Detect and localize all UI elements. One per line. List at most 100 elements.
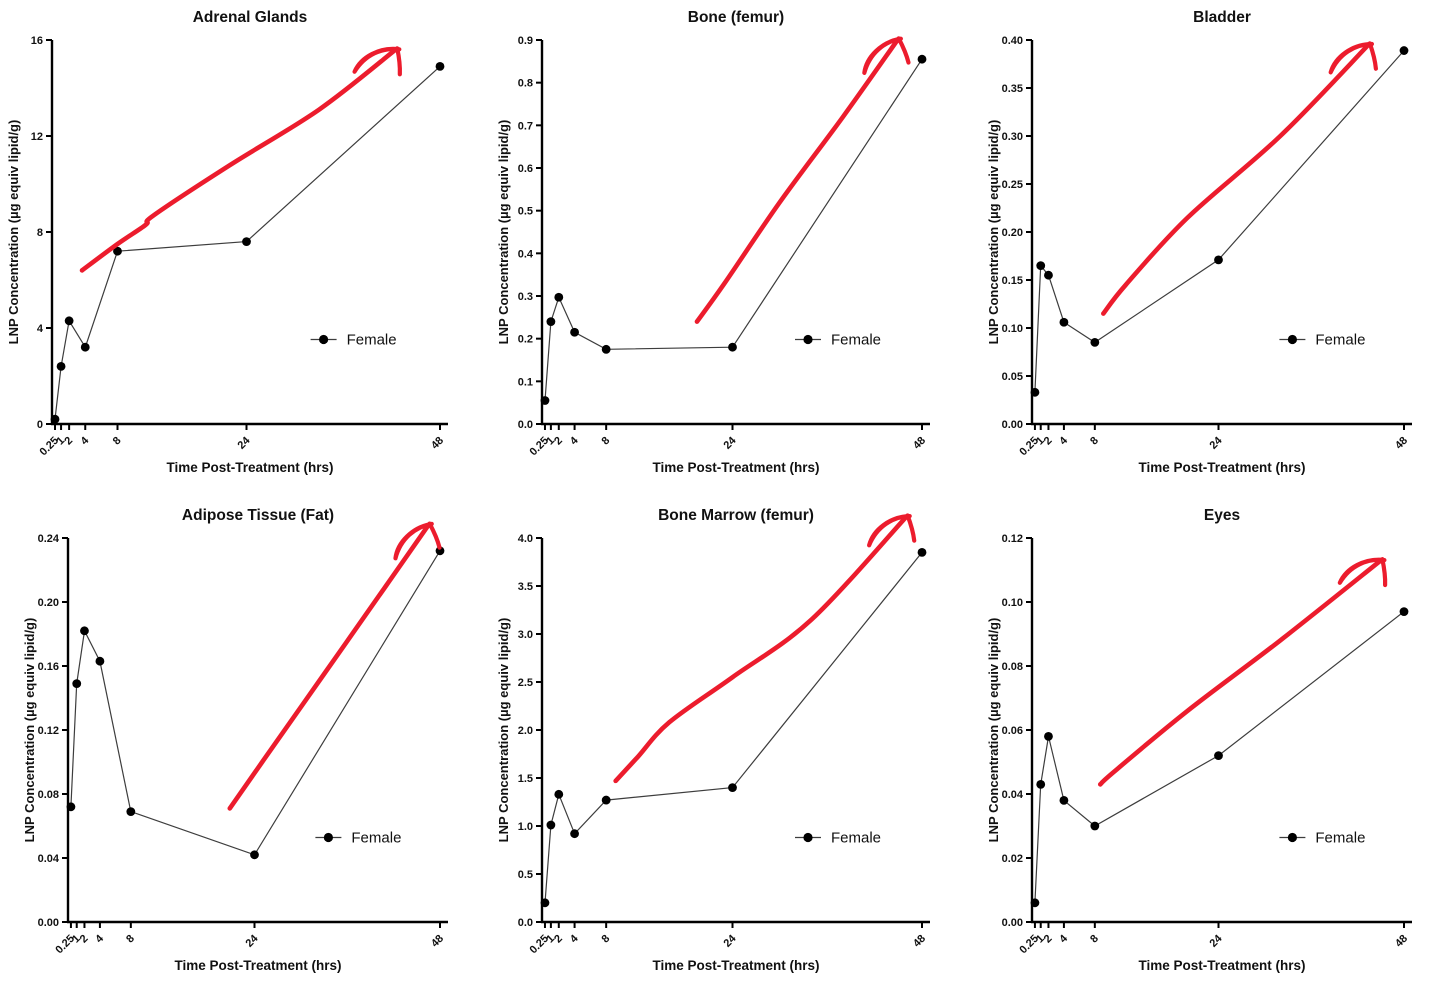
- x-tick-label: 8: [1088, 435, 1101, 448]
- y-tick-label: 3.5: [518, 581, 533, 593]
- x-tick-label: 48: [911, 435, 928, 452]
- legend-marker-icon: [323, 832, 333, 843]
- data-point: [1059, 317, 1069, 327]
- x-tick-label: 4: [79, 434, 92, 447]
- data-point: [1214, 255, 1223, 265]
- data-point: [601, 795, 611, 805]
- y-tick-label: 0.24: [38, 533, 60, 545]
- red-arrow-head-barb: [1367, 41, 1378, 71]
- x-tick-label: 24: [243, 932, 261, 950]
- y-axis-title: LNP Concentration (µg equiv lipid/g): [986, 618, 1001, 843]
- data-point: [1030, 898, 1040, 908]
- x-tick-label: 4: [568, 932, 581, 945]
- red-arrow-head-barb: [395, 46, 403, 77]
- chart-title: Bladder: [1193, 9, 1251, 26]
- legend-label: Female: [1315, 830, 1365, 847]
- x-tick-label: 48: [429, 435, 446, 452]
- data-point: [570, 829, 579, 839]
- x-tick-label: 8: [124, 933, 137, 946]
- data-point: [1090, 338, 1100, 347]
- y-tick-label: 2.5: [518, 677, 533, 689]
- y-tick-label: 0.06: [1002, 725, 1023, 737]
- chart-panel-bone-femur: Bone (femur) 0.0 0.1 0.2 0.3 0.4 0.5 0.6 0.7 0.8 0…: [482, 0, 964, 498]
- chart-svg: Adipose Tissue (Fat) 0.00 0.04 0.08 0.12 0.16…: [22, 507, 448, 973]
- y-tick-label: 1.0: [518, 821, 533, 833]
- y-tick-label: 0.05: [1002, 371, 1023, 383]
- y-axis-title: LNP Concentration (µg equiv lipid/g): [6, 120, 21, 345]
- y-tick-label: 16: [31, 35, 43, 47]
- y-tick-label: 0.00: [38, 917, 59, 929]
- y-tick-label: 0.30: [1002, 131, 1023, 143]
- y-axis-title: LNP Concentration (µg equiv lipid/g): [22, 618, 37, 843]
- legend: Female: [315, 830, 401, 847]
- legend-marker-icon: [803, 334, 813, 345]
- chart-title: Bone Marrow (femur): [658, 507, 814, 524]
- data-point: [1036, 780, 1046, 789]
- chart-svg: Bladder 0.00 0.05 0.10 0.15 0.20 0.25 0.30 0.35 0…: [986, 9, 1412, 475]
- y-tick-label: 0.35: [1002, 83, 1023, 95]
- y-tick-label: 0.0: [518, 419, 533, 431]
- data-point: [250, 850, 259, 860]
- data-point: [917, 54, 927, 64]
- legend-marker-icon: [1287, 334, 1297, 345]
- y-tick-label: 4.0: [518, 533, 533, 545]
- y-axis-title: LNP Concentration (µg equiv lipid/g): [496, 618, 511, 843]
- legend-label: Female: [831, 830, 881, 847]
- x-axis-title: Time Post-Treatment (hrs): [174, 958, 341, 973]
- chart-panel-bladder: Bladder 0.00 0.05 0.10 0.15 0.20 0.25 0.30 0.35 0…: [964, 0, 1446, 498]
- red-arrow-head-icon: [393, 521, 442, 561]
- red-arrow-head-icon: [1337, 557, 1388, 588]
- legend: Female: [310, 332, 397, 349]
- y-tick-label: 0.1: [518, 376, 533, 388]
- red-arrow-annotation: [1101, 41, 1378, 316]
- red-arrow-head-loop: [352, 46, 402, 74]
- x-axis-title: Time Post-Treatment (hrs): [652, 460, 819, 475]
- red-arrow-head-loop: [867, 513, 912, 548]
- data-point: [1090, 821, 1100, 831]
- chart-title: Adipose Tissue (Fat): [182, 507, 334, 524]
- y-tick-label: 0.6: [518, 163, 533, 175]
- y-tick-label: 0.10: [1002, 597, 1023, 609]
- data-point: [242, 237, 251, 247]
- y-tick-label: 0.12: [38, 725, 59, 737]
- x-tick-label: 24: [1207, 932, 1225, 950]
- data-point: [1044, 732, 1053, 741]
- data-point: [546, 820, 556, 830]
- red-arrow-annotation: [227, 521, 442, 811]
- red-arrow-head-icon: [1328, 41, 1378, 75]
- chart-panel-adipose-tissue-fat: Adipose Tissue (Fat) 0.00 0.04 0.08 0.12 0.16…: [0, 498, 482, 996]
- y-tick-label: 0.20: [38, 597, 59, 609]
- y-tick-label: 0.12: [1002, 533, 1023, 545]
- data-point: [728, 342, 737, 352]
- legend: Female: [1279, 332, 1365, 349]
- chart-title: Adrenal Glands: [193, 9, 308, 26]
- y-tick-label: 0.7: [518, 120, 533, 132]
- legend-marker-icon: [1287, 832, 1297, 843]
- data-point: [64, 316, 74, 326]
- legend-marker-icon: [803, 832, 813, 843]
- legend-label: Female: [831, 332, 881, 349]
- y-tick-label: 0.5: [518, 869, 533, 881]
- y-tick-label: 0.08: [38, 789, 59, 801]
- data-point: [728, 783, 737, 792]
- red-arrow-shaft: [1101, 42, 1371, 316]
- y-axis-title: LNP Concentration (µg equiv lipid/g): [986, 120, 1001, 345]
- x-axis-title: Time Post-Treatment (hrs): [166, 460, 333, 475]
- x-tick-label: 4: [1057, 932, 1070, 945]
- y-tick-label: 0.08: [1002, 661, 1023, 673]
- y-tick-label: 0.15: [1002, 275, 1023, 287]
- red-arrow-head-loop: [1337, 557, 1387, 585]
- data-point: [1030, 387, 1040, 397]
- legend-label: Female: [351, 830, 401, 847]
- data-point: [1214, 751, 1223, 760]
- data-point: [554, 789, 564, 799]
- data-point: [1059, 796, 1069, 805]
- legend-label: Female: [1315, 332, 1365, 349]
- data-point: [1036, 261, 1046, 270]
- y-tick-label: 0.20: [1002, 227, 1023, 239]
- chart-panel-eyes: Eyes 0.00 0.02 0.04 0.06 0.08 0.10 0.12 0.25 1 2 4 8…: [964, 498, 1446, 996]
- x-tick-label: 48: [911, 933, 928, 950]
- y-tick-label: 0.00: [1002, 419, 1023, 431]
- x-tick-label: 24: [1207, 434, 1225, 452]
